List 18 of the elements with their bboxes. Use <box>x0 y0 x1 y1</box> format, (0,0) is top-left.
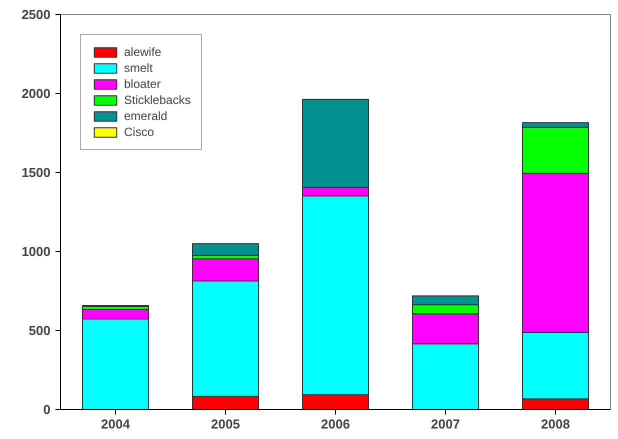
x-tick-label: 2007 <box>431 416 460 432</box>
y-tick-label: 500 <box>28 323 51 338</box>
y-tick-label: 2500 <box>22 7 50 22</box>
y-tick-label: 1500 <box>22 165 50 180</box>
bar <box>192 243 259 256</box>
legend-label: bloater <box>124 77 161 91</box>
x-tick-label: 2005 <box>211 416 240 432</box>
y-tick-label: 2000 <box>22 86 50 101</box>
legend-label: emerald <box>124 109 168 123</box>
x-tick-label: 2006 <box>321 416 350 432</box>
legend-label: smelt <box>124 61 153 75</box>
x-tick-label: 2004 <box>101 416 131 432</box>
y-tick-label: 0 <box>43 402 51 417</box>
legend-label: alewife <box>124 45 162 59</box>
legend-label: Cisco <box>124 125 154 139</box>
x-tick-label: 2008 <box>541 416 570 432</box>
legend-label: Sticklebacks <box>124 93 191 107</box>
y-tick-label: 1000 <box>22 244 50 259</box>
